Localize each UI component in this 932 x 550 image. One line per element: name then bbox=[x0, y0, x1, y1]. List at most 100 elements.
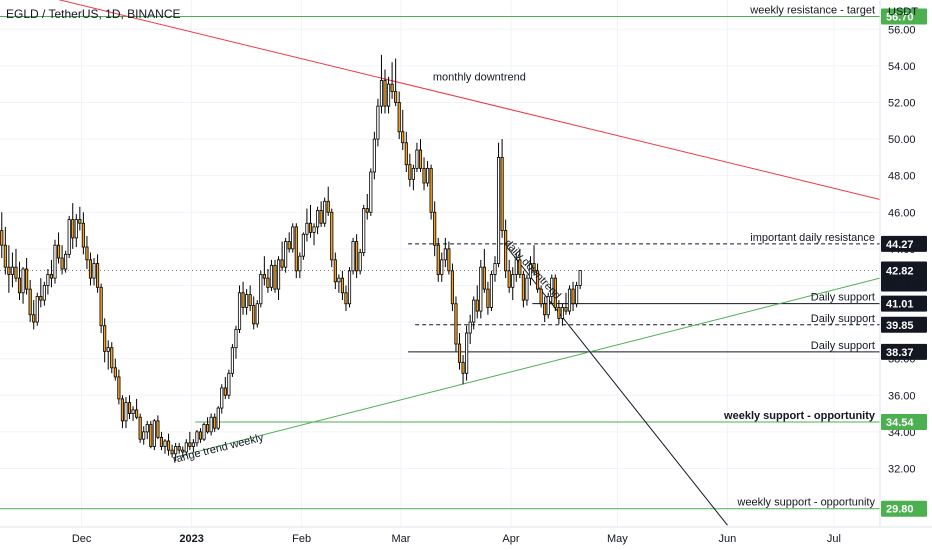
price-tag-label: 39.85 bbox=[886, 320, 914, 332]
candle-body bbox=[337, 277, 341, 283]
candle-body bbox=[156, 420, 160, 438]
candle-body bbox=[553, 277, 557, 308]
candle-body bbox=[276, 259, 281, 290]
price-tag-bg bbox=[881, 235, 927, 252]
candle-body bbox=[546, 296, 550, 316]
candle-body bbox=[17, 277, 22, 294]
y-tick-label: 46.00 bbox=[888, 207, 916, 219]
candle-body bbox=[177, 446, 181, 451]
candle-body bbox=[198, 431, 203, 440]
candle-body bbox=[3, 244, 7, 268]
candle-body bbox=[507, 270, 511, 288]
candle-body bbox=[330, 211, 334, 261]
candle-body bbox=[67, 219, 71, 255]
candle-body bbox=[294, 226, 298, 272]
candle-body bbox=[163, 440, 167, 447]
candle-body bbox=[209, 416, 213, 433]
candle-body bbox=[21, 268, 25, 294]
candle-body bbox=[362, 208, 366, 253]
candle-body bbox=[468, 321, 472, 334]
candle-body bbox=[504, 230, 508, 272]
candle-body bbox=[248, 294, 252, 306]
candle-body bbox=[166, 440, 171, 451]
candle-body bbox=[220, 387, 224, 409]
candle-body bbox=[564, 307, 568, 312]
candle-body bbox=[56, 244, 61, 259]
candle-body bbox=[124, 402, 128, 422]
currency-label: USDT bbox=[888, 6, 918, 18]
x-tick-label: Jun bbox=[719, 533, 737, 545]
candle-body bbox=[42, 285, 46, 301]
candle-body bbox=[241, 292, 245, 308]
x-tick-label: Feb bbox=[292, 533, 311, 545]
candle-body bbox=[418, 149, 423, 169]
level-label: Daily support bbox=[811, 292, 875, 304]
current-price-tag-bg bbox=[881, 261, 927, 292]
candle-body bbox=[120, 398, 124, 422]
candle-body bbox=[106, 347, 110, 352]
chart-annotations: weekly resistance - target important dail… bbox=[172, 4, 876, 508]
candle-body bbox=[234, 328, 238, 349]
candle-body bbox=[465, 332, 469, 374]
horizontal-levels bbox=[0, 15, 880, 510]
chart-title: EGLD / TetherUS, 1D, BINANCE bbox=[6, 7, 181, 21]
candle-body bbox=[96, 263, 100, 288]
candle-body bbox=[99, 286, 103, 327]
candle-body bbox=[390, 83, 394, 92]
price-tag-bg bbox=[881, 500, 927, 517]
current-price-label: 42.82 bbox=[886, 265, 914, 277]
candle-body bbox=[461, 361, 465, 374]
candle-body bbox=[550, 277, 554, 297]
y-tick-label: 48.00 bbox=[888, 171, 916, 183]
candle-body bbox=[117, 376, 121, 400]
candle-body bbox=[475, 299, 479, 312]
candle-body bbox=[174, 446, 178, 455]
candle-body bbox=[49, 274, 54, 279]
candle-body bbox=[25, 268, 29, 290]
candle-body bbox=[560, 307, 564, 319]
candle-body bbox=[71, 219, 75, 239]
candle-body bbox=[454, 303, 458, 345]
level-label: important daily resistance bbox=[750, 232, 875, 244]
candle-body bbox=[35, 296, 39, 323]
candle-body bbox=[429, 167, 433, 213]
candle-body bbox=[92, 263, 96, 279]
candle-body bbox=[379, 80, 384, 107]
price-tag-bg bbox=[881, 343, 927, 360]
candle-body bbox=[64, 253, 68, 270]
candle-body bbox=[10, 266, 14, 275]
candle-body bbox=[521, 274, 525, 301]
candle-body bbox=[142, 431, 146, 440]
candle-body bbox=[493, 263, 497, 275]
candle-body bbox=[273, 264, 277, 290]
level-label: Daily support bbox=[811, 313, 875, 325]
candle-body bbox=[440, 259, 444, 275]
candle-body bbox=[486, 288, 490, 308]
candle-body bbox=[376, 105, 380, 140]
candle-body bbox=[269, 264, 274, 288]
candle-body bbox=[369, 171, 373, 213]
candle-body bbox=[404, 142, 408, 166]
candle-body bbox=[216, 407, 220, 429]
price-tag-label: 34.54 bbox=[886, 417, 914, 429]
level-label: weekly resistance - target bbox=[749, 4, 875, 16]
candle-body bbox=[557, 307, 561, 319]
candle-body bbox=[525, 277, 529, 301]
price-tag-bg bbox=[881, 413, 927, 430]
candle-body bbox=[386, 83, 391, 107]
candle-body bbox=[230, 347, 234, 374]
candle-body bbox=[532, 263, 536, 272]
level-label: Daily support bbox=[811, 340, 875, 352]
price-tag-bg bbox=[881, 8, 927, 25]
candle-body bbox=[191, 442, 195, 447]
price-tag-bg bbox=[881, 316, 927, 333]
candle-body bbox=[514, 259, 518, 275]
candle-body bbox=[543, 303, 547, 316]
time-axis[interactable]: Dec 2023 Feb Mar Apr May Jun Jul bbox=[72, 533, 841, 545]
x-tick-label: May bbox=[607, 533, 628, 545]
candle-body bbox=[170, 449, 174, 455]
candle-body bbox=[202, 424, 206, 440]
candle-body bbox=[0, 230, 4, 246]
candle-body bbox=[159, 436, 164, 447]
